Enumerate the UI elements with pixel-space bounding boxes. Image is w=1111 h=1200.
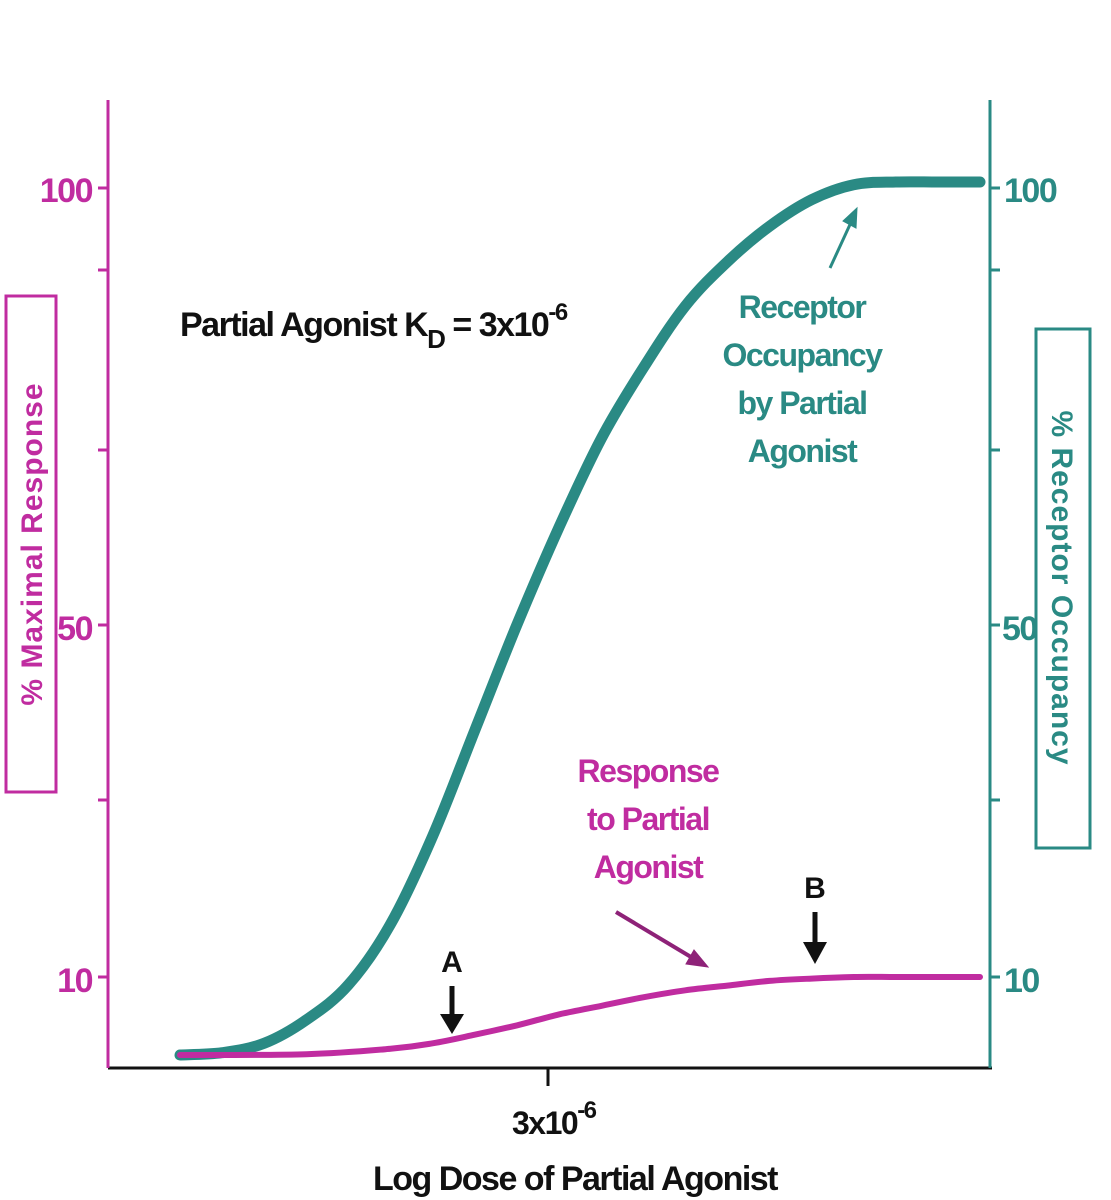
left-axis-ticks [98,186,108,979]
annotation-occupancy-line-4: Agonist [748,433,858,469]
x-tick-label-base: 3x10 [512,1105,578,1141]
right-tick-label-100: 100 [1004,172,1057,210]
marker-b-label: B [804,872,826,905]
annotation-occupancy-line-1: Receptor [739,289,867,325]
annotation-response: Response to Partial Agonist [578,753,721,885]
series-line-receptor-occupancy [174,176,986,1061]
annotation-occupancy-line-2: Occupancy [722,337,883,373]
right-tick-label-10: 10 [1004,962,1039,1000]
x-tick-label-exponent: -6 [577,1097,596,1124]
series-line-response [177,973,983,1058]
right-axis-title: % Receptor Occupancy [1045,410,1078,765]
kd-note-middle: = 3x10 [444,306,548,344]
right-axis-ticks [990,186,1000,979]
annotation-occupancy-line-3: by Partial [737,385,866,421]
left-tick-label-50: 50 [57,610,92,648]
annotation-response-arrow [614,910,710,968]
annotation-receptor-occupancy: Receptor Occupancy by Partial Agonist [722,289,884,469]
annotation-occupancy-arrow [828,206,858,269]
kd-note-subscript: D [427,324,445,354]
kd-note-prefix: Partial Agonist K [180,306,429,344]
left-axis-title-box [4,294,58,794]
kd-note: Partial Agonist KD = 3x10-6 [180,299,568,354]
left-axis-title: % Maximal Response [16,382,49,705]
right-tick-label-50: 50 [1002,610,1037,648]
marker-b: B [803,872,827,964]
x-tick-label: 3x10-6 [512,1097,597,1141]
x-axis-title: Log Dose of Partial Agonist [373,1160,778,1198]
annotation-response-line-2: to Partial [587,801,709,837]
annotation-response-line-3: Agonist [594,849,704,885]
marker-a-label: A [441,946,463,979]
left-tick-label-100: 100 [40,172,93,210]
annotation-response-line-1: Response [578,753,720,789]
kd-note-exponent: -6 [548,299,567,326]
marker-a: A [440,946,464,1034]
right-axis-title-box [1034,327,1092,850]
left-tick-label-10: 10 [57,962,92,1000]
